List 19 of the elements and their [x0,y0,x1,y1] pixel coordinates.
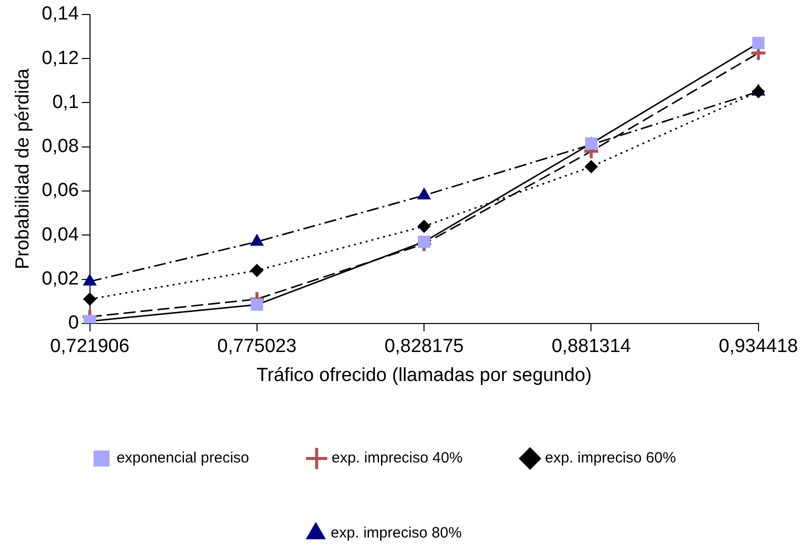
legend-label: exponencial preciso [116,450,250,467]
x-tick-label: 0,721906 [50,336,130,358]
x-axis-title: Tráfico ofrecido (llamadas por segundo) [256,364,592,386]
legend-label: exp. impreciso 80% [330,524,462,542]
x-tick-label: 0,775023 [217,336,297,358]
y-tick-label: 0,02 [42,268,79,290]
y-tick-label: 0,04 [42,224,80,246]
x-tick-label: 0,934418 [718,336,798,358]
y-tick-label: 0,12 [42,48,79,69]
x-tick-label: 0,828175 [384,336,464,358]
y-axis-title: Probabilidad de pérdida [12,68,34,270]
y-tick-label: 0,08 [42,136,79,158]
x-tick-label: 0,881314 [552,336,632,358]
y-tick-label: 0,1 [52,92,79,113]
legend-label: exp. impreciso 40% [332,450,463,467]
legend-label: exp. impreciso 60% [545,450,676,467]
y-tick-label: 0,14 [42,4,80,25]
y-tick-label: 0,06 [42,180,79,202]
y-tick-label: 0 [68,312,79,334]
